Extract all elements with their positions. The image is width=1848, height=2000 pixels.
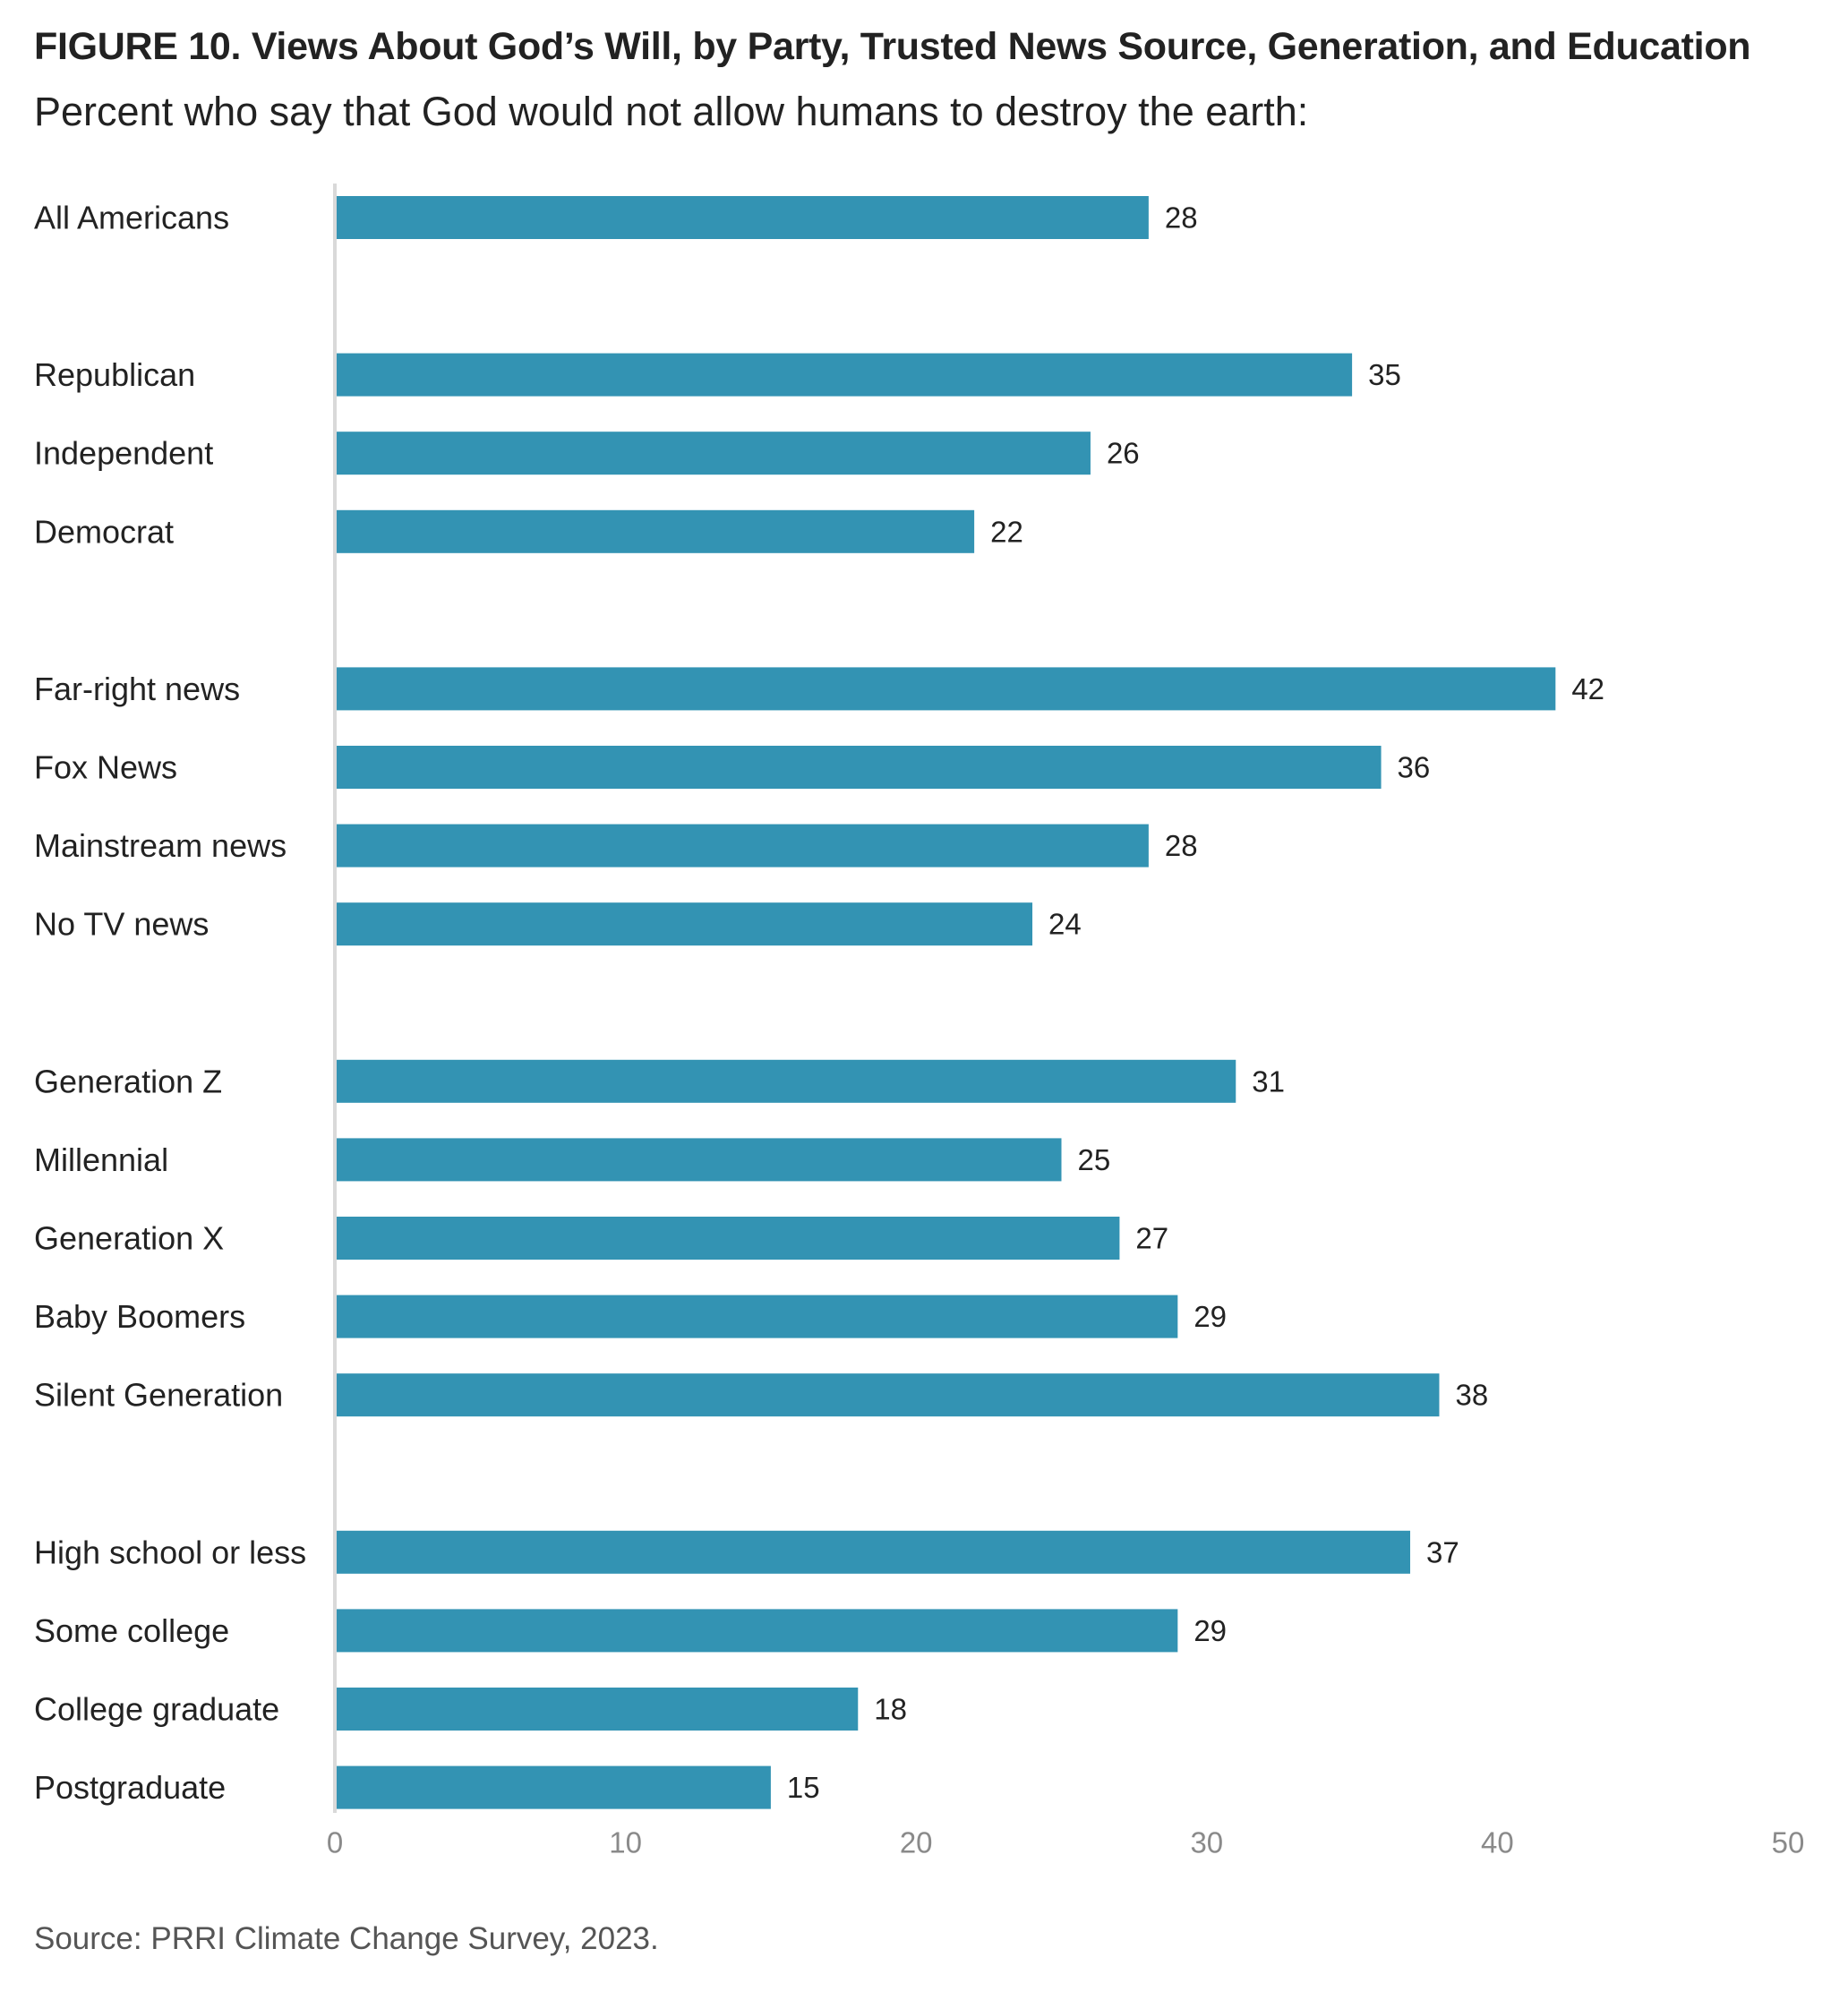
- bar-baby-boomers: [335, 1295, 1178, 1338]
- category-label-postgraduate: Postgraduate: [34, 1769, 226, 1806]
- category-label-college-graduate: College graduate: [34, 1691, 279, 1728]
- bar-postgraduate: [335, 1765, 771, 1809]
- bar-silent-generation: [335, 1373, 1440, 1417]
- category-label-no-tv-news: No TV news: [34, 906, 209, 943]
- bar-all-americans: [335, 196, 1149, 239]
- x-tick-label-30: 30: [1190, 1826, 1223, 1859]
- value-label-independent: 26: [1107, 437, 1140, 470]
- bar-college-graduate: [335, 1688, 859, 1731]
- category-label-generation-x: Generation X: [34, 1220, 224, 1257]
- bar-no-tv-news: [335, 902, 1033, 946]
- value-label-millennial: 25: [1078, 1143, 1111, 1176]
- bar-independent: [335, 432, 1091, 475]
- bar-democrat: [335, 509, 975, 553]
- bar-far-right-news: [335, 667, 1556, 711]
- value-label-generation-x: 27: [1135, 1222, 1168, 1255]
- value-label-democrat: 22: [990, 515, 1023, 548]
- value-label-republican: 35: [1368, 358, 1401, 391]
- bar-generation-x: [335, 1217, 1120, 1260]
- bar-some-college: [335, 1609, 1178, 1653]
- value-label-fox-news: 36: [1398, 751, 1431, 784]
- category-label-baby-boomers: Baby Boomers: [34, 1298, 245, 1335]
- category-label-all-americans: All Americans: [34, 200, 229, 236]
- category-label-mainstream-news: Mainstream news: [34, 827, 287, 864]
- bar-mainstream-news: [335, 824, 1149, 868]
- x-tick-label-40: 40: [1481, 1826, 1514, 1859]
- category-label-silent-generation: Silent Generation: [34, 1377, 283, 1414]
- value-label-high-school-or-less: 37: [1426, 1535, 1459, 1568]
- x-tick-label-50: 50: [1772, 1826, 1805, 1859]
- value-label-generation-z: 31: [1252, 1064, 1285, 1098]
- category-label-millennial: Millennial: [34, 1141, 168, 1178]
- bar-fox-news: [335, 746, 1382, 789]
- x-tick-label-20: 20: [900, 1826, 933, 1859]
- value-label-no-tv-news: 24: [1048, 908, 1082, 941]
- value-label-all-americans: 28: [1165, 201, 1198, 235]
- category-label-far-right-news: Far-right news: [34, 671, 240, 707]
- value-label-postgraduate: 15: [787, 1771, 820, 1804]
- value-label-far-right-news: 42: [1571, 672, 1604, 705]
- category-label-independent: Independent: [34, 435, 213, 472]
- x-tick-label-0: 0: [327, 1826, 343, 1859]
- category-label-generation-z: Generation Z: [34, 1063, 222, 1099]
- value-label-college-graduate: 18: [874, 1693, 907, 1726]
- bar-high-school-or-less: [335, 1530, 1411, 1574]
- category-label-republican: Republican: [34, 356, 195, 393]
- bar-generation-z: [335, 1059, 1236, 1103]
- category-label-high-school-or-less: High school or less: [34, 1534, 306, 1570]
- category-label-some-college: Some college: [34, 1612, 229, 1649]
- chart-subtitle: Percent who say that God would not allow…: [34, 89, 1309, 134]
- source-note: Source: PRRI Climate Change Survey, 2023…: [34, 1921, 659, 1956]
- bar-millennial: [335, 1138, 1062, 1182]
- value-label-silent-generation: 38: [1455, 1379, 1488, 1412]
- bar-republican: [335, 353, 1353, 397]
- category-label-fox-news: Fox News: [34, 749, 177, 786]
- x-tick-label-10: 10: [609, 1826, 642, 1859]
- value-label-mainstream-news: 28: [1165, 829, 1198, 862]
- value-label-some-college: 29: [1194, 1614, 1227, 1647]
- value-label-baby-boomers: 29: [1194, 1300, 1227, 1333]
- category-label-democrat: Democrat: [34, 513, 174, 550]
- chart-title: FIGURE 10. Views About God’s Will, by Pa…: [34, 25, 1751, 68]
